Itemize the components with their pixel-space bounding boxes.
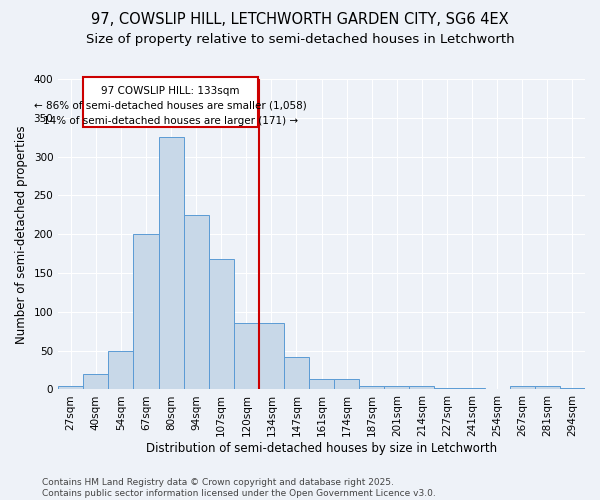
Bar (434, 388, 460, 390)
Y-axis label: Number of semi-detached properties: Number of semi-detached properties (15, 125, 28, 344)
Bar (284, 357, 309, 390)
Text: 97 COWSLIP HILL: 133sqm: 97 COWSLIP HILL: 133sqm (101, 86, 239, 96)
Bar (259, 324, 284, 390)
Bar (359, 386, 385, 390)
Bar (460, 388, 485, 390)
Text: 97, COWSLIP HILL, LETCHWORTH GARDEN CITY, SG6 4EX: 97, COWSLIP HILL, LETCHWORTH GARDEN CITY… (91, 12, 509, 28)
Bar (535, 386, 560, 390)
Bar (385, 386, 409, 390)
Bar (58, 386, 83, 390)
Bar (560, 388, 585, 390)
Bar (109, 350, 133, 390)
Bar (209, 259, 234, 390)
Bar (334, 378, 359, 390)
Text: ← 86% of semi-detached houses are smaller (1,058): ← 86% of semi-detached houses are smalle… (34, 101, 307, 111)
Bar (158, 137, 184, 390)
Bar (309, 378, 334, 390)
Bar (234, 324, 259, 390)
Text: 14% of semi-detached houses are larger (171) →: 14% of semi-detached houses are larger (… (43, 116, 298, 126)
Bar (510, 386, 535, 390)
Text: Contains HM Land Registry data © Crown copyright and database right 2025.
Contai: Contains HM Land Registry data © Crown c… (42, 478, 436, 498)
FancyBboxPatch shape (83, 76, 257, 127)
Bar (83, 374, 109, 390)
Bar (133, 234, 158, 390)
Bar (184, 215, 209, 390)
Text: Size of property relative to semi-detached houses in Letchworth: Size of property relative to semi-detach… (86, 32, 514, 46)
Bar (409, 386, 434, 390)
X-axis label: Distribution of semi-detached houses by size in Letchworth: Distribution of semi-detached houses by … (146, 442, 497, 455)
